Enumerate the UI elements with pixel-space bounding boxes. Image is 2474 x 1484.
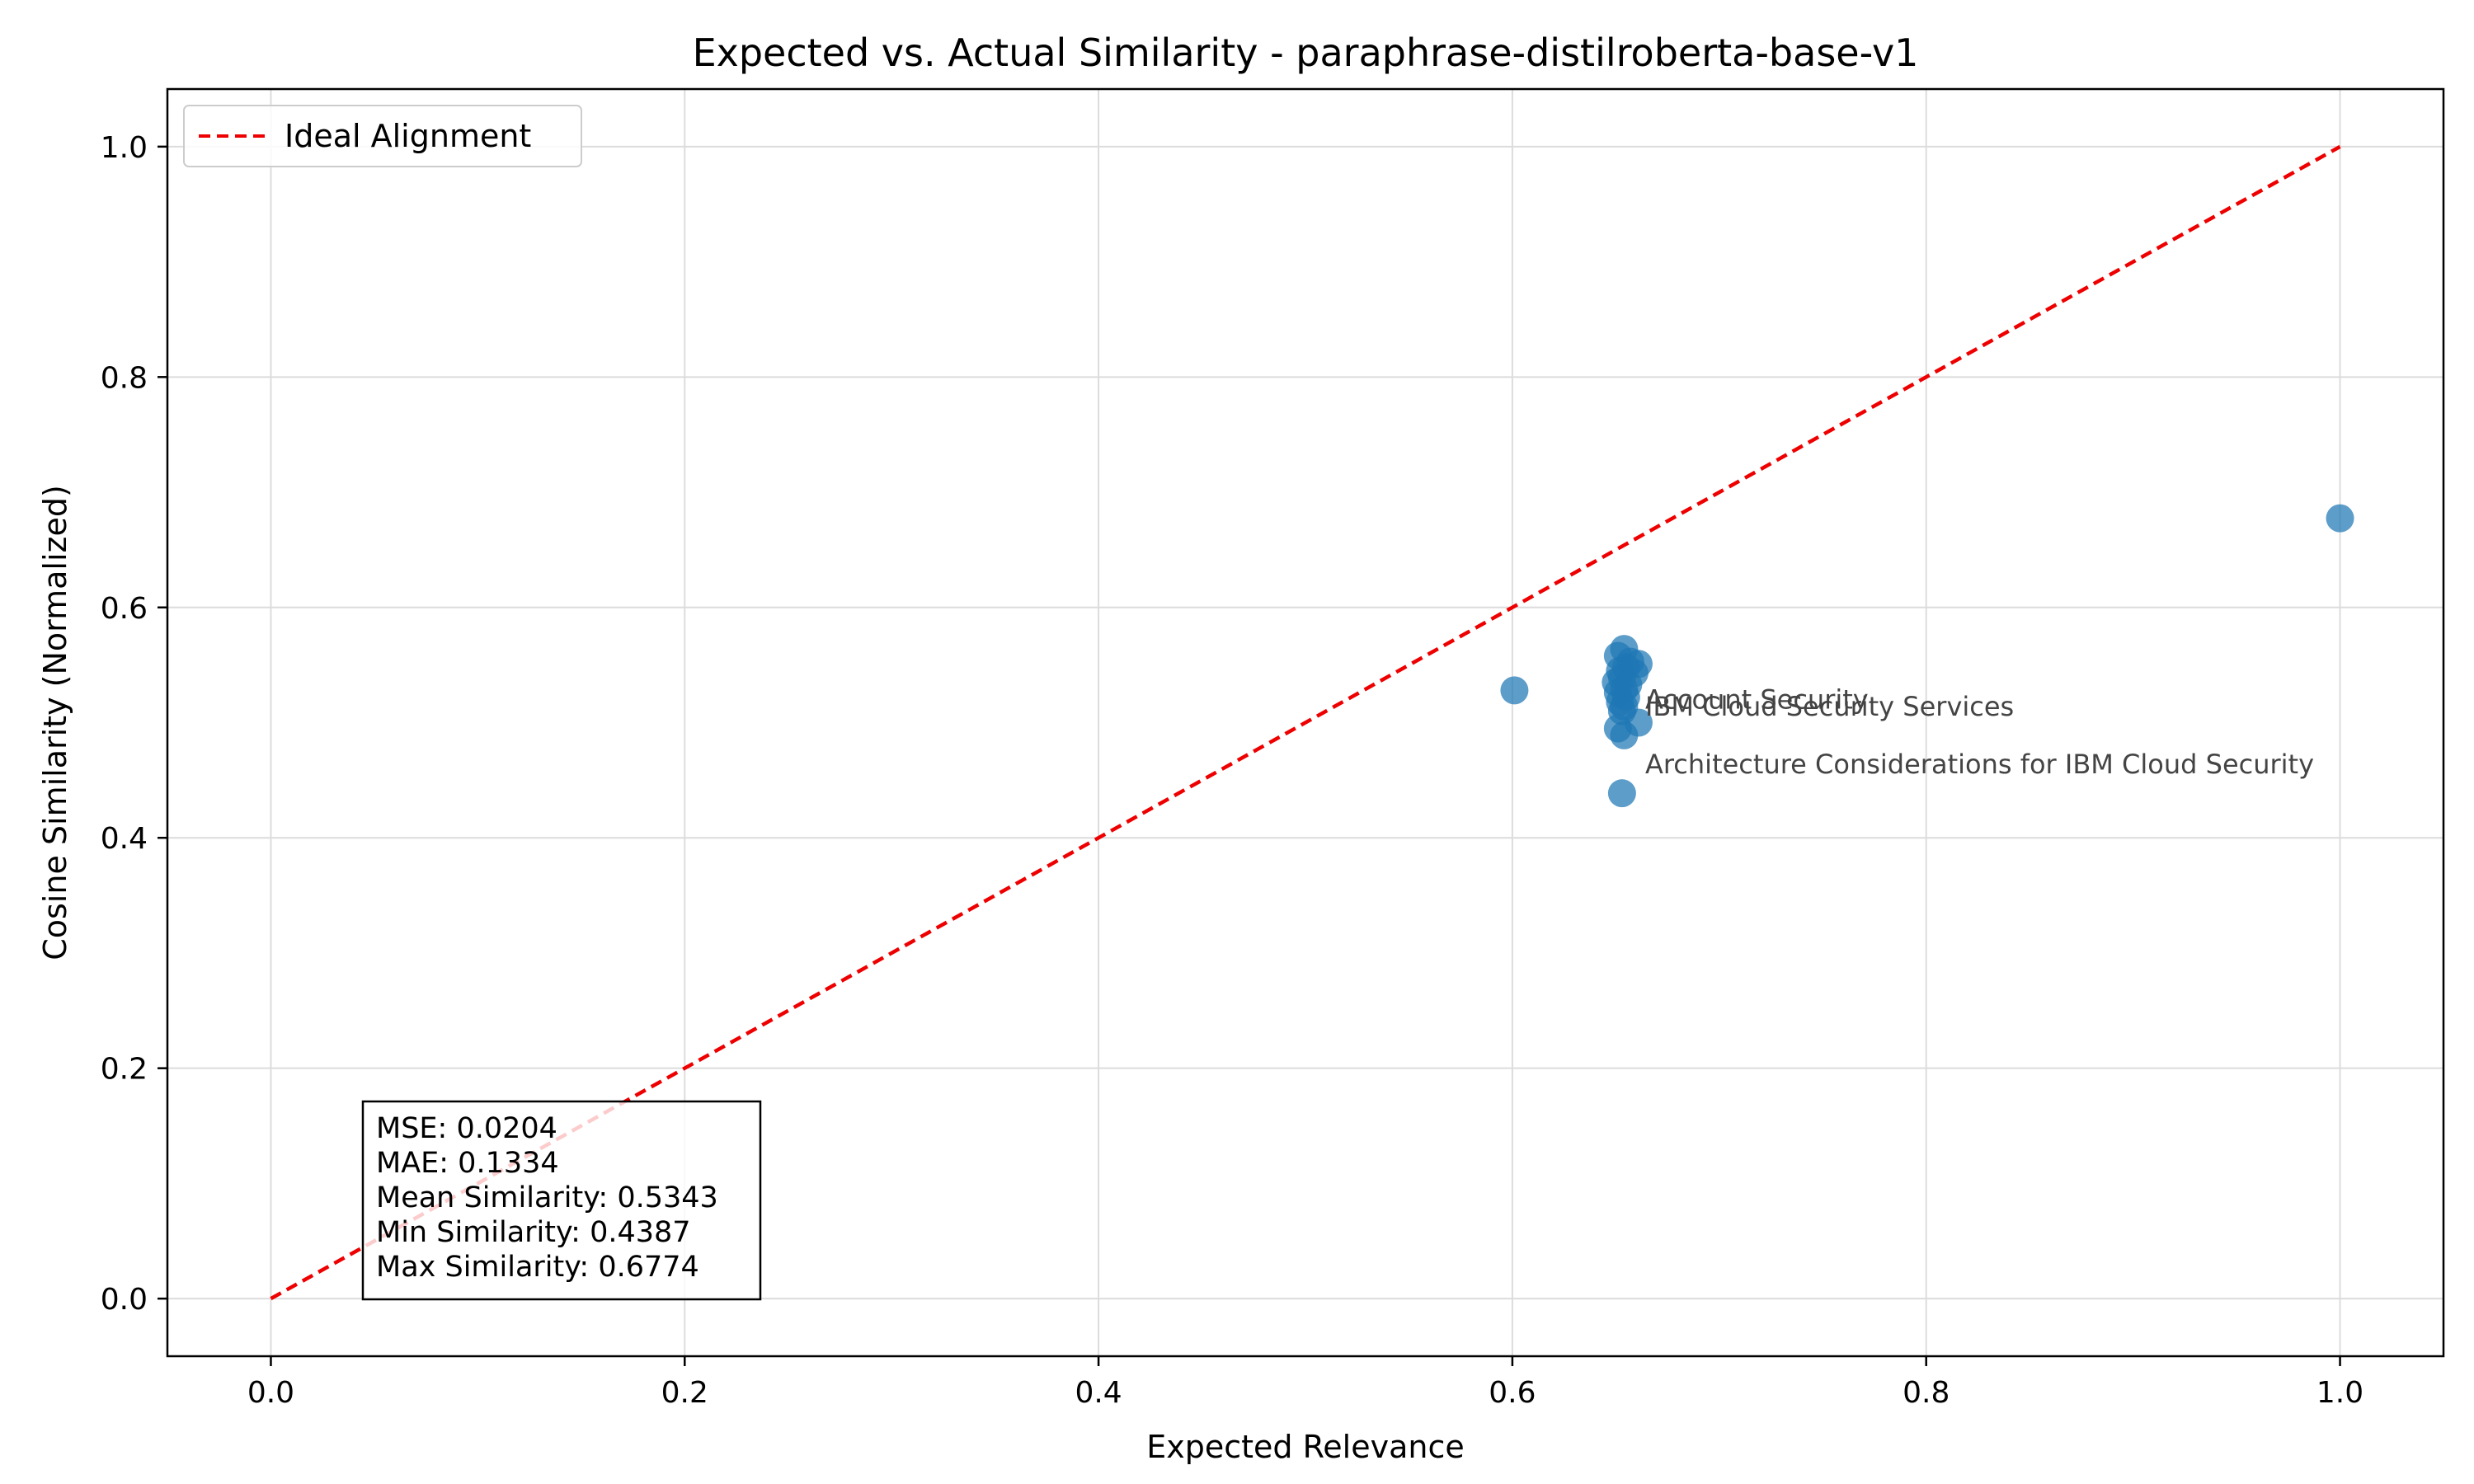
point-annotation: IBM Cloud Security Services <box>1645 691 2014 722</box>
scatter-point <box>1500 676 1529 705</box>
y-tick-label: 0.6 <box>101 592 148 626</box>
y-tick-label: 0.4 <box>101 822 148 856</box>
stats-line: Max Similarity: 0.6774 <box>376 1251 699 1284</box>
stats-line: Mean Similarity: 0.5343 <box>376 1181 718 1214</box>
y-tick-label: 1.0 <box>101 131 148 165</box>
chart-title: Expected vs. Actual Similarity - paraphr… <box>693 31 1919 75</box>
legend: Ideal Alignment <box>183 105 582 167</box>
y-axis-label: Cosine Similarity (Normalized) <box>37 485 73 960</box>
y-tick-label: 0.2 <box>101 1053 148 1087</box>
point-annotation: Architecture Considerations for IBM Clou… <box>1645 749 2314 780</box>
x-tick-label: 1.0 <box>2316 1376 2363 1410</box>
stats-line: MSE: 0.0204 <box>376 1112 557 1145</box>
x-tick-label: 0.0 <box>247 1376 294 1410</box>
stats-box-frame <box>361 1100 762 1301</box>
ideal-alignment-line-layer <box>270 144 2341 1301</box>
stats-line: Min Similarity: 0.4387 <box>376 1216 691 1249</box>
scatter-points <box>1500 504 2354 808</box>
axis-ticks: 0.0 0.2 0.4 0.6 0.8 1.0 0.0 0.2 0.4 0.6 0.8 1.0 <box>101 131 2363 1410</box>
y-tick-label: 0.8 <box>101 361 148 395</box>
legend-label-ideal-alignment: Ideal Alignment <box>285 118 531 154</box>
ideal-alignment-line <box>270 144 2341 1301</box>
x-axis-label: Expected Relevance <box>1146 1429 1465 1465</box>
x-tick-label: 0.6 <box>1489 1376 1536 1410</box>
y-tick-label: 0.0 <box>101 1283 148 1317</box>
legend-box <box>183 105 582 167</box>
grid <box>167 89 2443 1356</box>
scatter-point <box>1607 779 1636 808</box>
plot-frame <box>166 87 2445 1358</box>
x-tick-label: 0.8 <box>1903 1376 1950 1410</box>
x-tick-label: 0.4 <box>1075 1376 1122 1410</box>
stats-line: MAE: 0.1334 <box>376 1147 559 1180</box>
scatter-point <box>1610 721 1639 749</box>
scatter-point <box>2326 504 2354 533</box>
point-annotation: Account Security <box>1645 684 1869 716</box>
x-tick-label: 0.2 <box>661 1376 708 1410</box>
